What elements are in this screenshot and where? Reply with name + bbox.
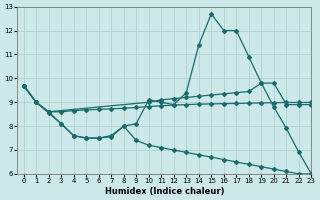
X-axis label: Humidex (Indice chaleur): Humidex (Indice chaleur) <box>105 187 224 196</box>
